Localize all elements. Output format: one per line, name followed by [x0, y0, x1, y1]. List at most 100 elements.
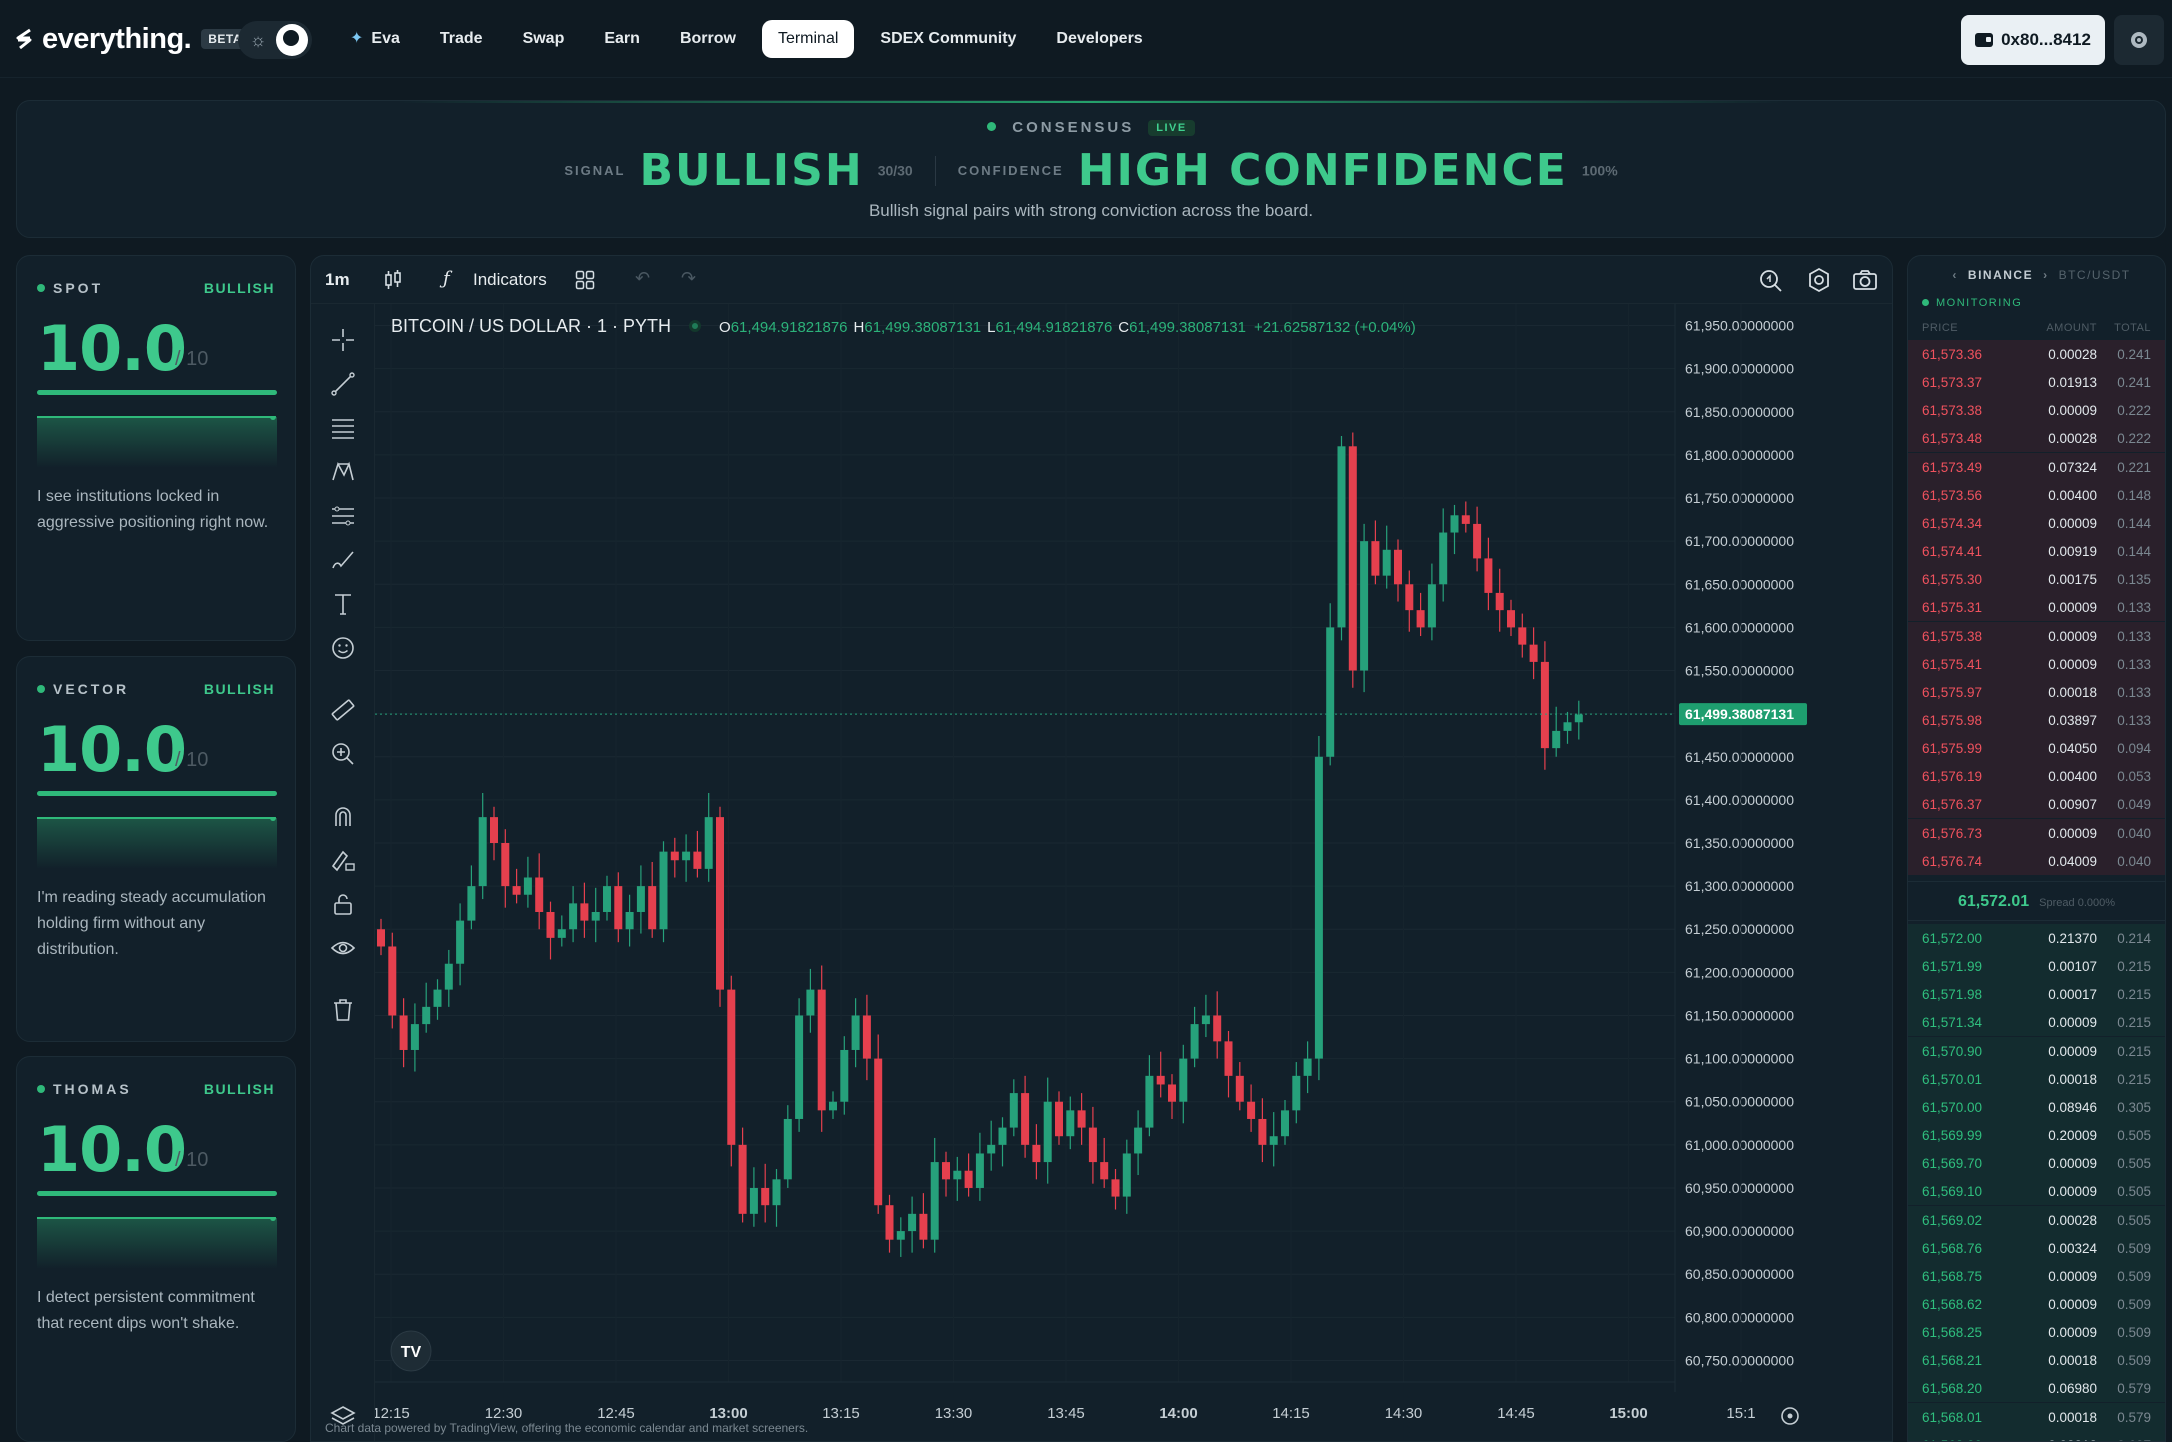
ask-amount: 0.00907 [2048, 797, 2097, 813]
nav-item-terminal[interactable]: Terminal [761, 20, 855, 58]
nav-item-earn[interactable]: Earn [584, 20, 660, 58]
auto-scale-icon [1781, 1407, 1799, 1425]
crosshair-icon[interactable] [329, 326, 357, 354]
magnet-icon[interactable] [329, 802, 357, 830]
ask-row[interactable]: 61,576.37 0.00907 0.049 [1908, 790, 2165, 819]
ask-row[interactable]: 61,576.74 0.04009 0.040 [1908, 846, 2165, 875]
undo-icon[interactable]: ↶ [635, 268, 651, 288]
projection-icon[interactable] [329, 502, 357, 530]
layers-icon[interactable] [329, 1402, 357, 1430]
ask-row[interactable]: 61,573.37 0.01913 0.241 [1908, 368, 2165, 397]
bid-row[interactable]: 61,568.76 0.00324 0.509 [1908, 1233, 2165, 1262]
signal-value: BULLISH [639, 145, 864, 196]
candle-type-icon[interactable] [381, 268, 405, 292]
interval-selector[interactable]: 1m [325, 270, 350, 289]
bid-price: 61,572.00 [1922, 931, 1983, 946]
ask-amount: 0.00009 [2048, 403, 2097, 419]
bid-row[interactable]: 61,572.00 0.21370 0.214 [1908, 924, 2165, 952]
ask-row[interactable]: 61,574.34 0.00009 0.144 [1908, 508, 2165, 537]
bid-row[interactable]: 61,570.90 0.00009 0.215 [1908, 1036, 2165, 1065]
candle-body [1416, 610, 1425, 628]
bid-row[interactable]: 61,571.98 0.00017 0.215 [1908, 980, 2165, 1009]
ask-row[interactable]: 61,575.41 0.00009 0.133 [1908, 649, 2165, 678]
ask-amount: 0.00018 [2048, 684, 2097, 700]
unlock-icon[interactable] [329, 890, 357, 918]
candle-body [670, 851, 679, 861]
ask-row[interactable]: 61,576.73 0.00009 0.040 [1908, 818, 2165, 847]
nav-item-borrow[interactable]: Borrow [660, 20, 756, 58]
agent-card-thomas[interactable]: THOMAS BULLISH 10.0/ 10 I detect persistent… [16, 1056, 296, 1442]
ask-row[interactable]: 61,576.19 0.00400 0.053 [1908, 762, 2165, 791]
candle-body [783, 1118, 792, 1180]
ask-row[interactable]: 61,573.56 0.00400 0.148 [1908, 480, 2165, 509]
ask-row[interactable]: 61,573.48 0.00028 0.222 [1908, 424, 2165, 453]
ask-row[interactable]: 61,575.38 0.00009 0.133 [1908, 621, 2165, 650]
bid-row[interactable]: 61,570.01 0.00018 0.215 [1908, 1064, 2165, 1093]
bid-price: 61,569.02 [1922, 1212, 1983, 1228]
bid-row[interactable]: 61,569.70 0.00009 0.505 [1908, 1149, 2165, 1178]
bid-row[interactable]: 61,569.99 0.20009 0.505 [1908, 1121, 2165, 1150]
bid-row[interactable]: 61,570.00 0.08946 0.305 [1908, 1092, 2165, 1121]
candle-body [1405, 584, 1414, 611]
trash-icon[interactable] [329, 996, 357, 1024]
pattern-icon[interactable] [329, 458, 357, 486]
nav-item-eva[interactable]: ✦ Eva [330, 20, 420, 58]
candlestick-chart[interactable]: 61,950.00000000 61,900.00000000 61,850.000… [375, 304, 1893, 1442]
candle-body [885, 1205, 894, 1240]
nav-item-trade[interactable]: Trade [420, 20, 503, 58]
emoji-icon[interactable] [329, 634, 357, 662]
bid-row[interactable]: 61,569.02 0.00028 0.505 [1908, 1205, 2165, 1234]
bid-row[interactable]: 61,568.00 0.02818 0.607 [1908, 1430, 2165, 1441]
ruler-icon[interactable] [329, 696, 357, 724]
bid-price: 61,568.62 [1922, 1296, 1983, 1312]
nav-item-developers[interactable]: Developers [1036, 20, 1162, 58]
chevron-left-icon[interactable]: ‹ [1952, 268, 1958, 282]
wallet-button[interactable]: 0x80...8412 [1961, 15, 2105, 65]
theme-toggle[interactable]: ☼ [238, 21, 312, 59]
quick-search-icon[interactable] [1757, 266, 1785, 294]
agent-card-vector[interactable]: VECTOR BULLISH 10.0/ 10 I'm reading steady … [16, 656, 296, 1042]
agent-card-spot[interactable]: SPOT BULLISH 10.0/ 10 I see institutions lo… [16, 255, 296, 641]
ask-row[interactable]: 61,575.31 0.00009 0.133 [1908, 593, 2165, 622]
ask-row[interactable]: 61,575.97 0.00018 0.133 [1908, 677, 2165, 706]
ask-row[interactable]: 61,575.98 0.03897 0.133 [1908, 705, 2165, 734]
zoom-in-icon[interactable] [329, 740, 357, 768]
function-icon[interactable]: ƒ [443, 268, 450, 289]
text-tool-icon[interactable] [329, 590, 357, 618]
nav-item-swap[interactable]: Swap [503, 20, 585, 58]
ask-row[interactable]: 61,575.99 0.04050 0.094 [1908, 734, 2165, 763]
bid-row[interactable]: 61,568.21 0.00018 0.509 [1908, 1346, 2165, 1375]
price-chart[interactable]: 61,950.00000000 61,900.00000000 61,850.000… [375, 304, 1893, 1442]
candle-body [1247, 1101, 1256, 1119]
settings-button[interactable] [2114, 15, 2164, 65]
indicators-button[interactable]: Indicators [473, 270, 547, 289]
bid-row[interactable]: 61,568.01 0.00018 0.579 [1908, 1402, 2165, 1431]
ask-row[interactable]: 61,573.49 0.07324 0.221 [1908, 452, 2165, 481]
ask-row[interactable]: 61,573.38 0.00009 0.222 [1908, 396, 2165, 425]
trend-line-icon[interactable] [329, 370, 357, 398]
candle-body [1224, 1041, 1233, 1076]
bid-row[interactable]: 61,571.99 0.00107 0.215 [1908, 952, 2165, 981]
brush-icon[interactable] [329, 546, 357, 574]
redo-icon[interactable]: ↷ [681, 268, 697, 288]
camera-icon[interactable] [1851, 266, 1879, 294]
layout-grid-icon[interactable] [575, 270, 595, 290]
bid-row[interactable]: 61,569.10 0.00009 0.505 [1908, 1177, 2165, 1206]
fib-retracement-icon[interactable] [329, 414, 357, 442]
chart-settings-icon[interactable] [1805, 266, 1833, 294]
ask-amount: 0.01913 [2048, 375, 2097, 391]
bid-row[interactable]: 61,571.34 0.00009 0.215 [1908, 1008, 2165, 1037]
bid-row[interactable]: 61,568.62 0.00009 0.509 [1908, 1289, 2165, 1318]
ask-row[interactable]: 61,574.41 0.00919 0.144 [1908, 537, 2165, 566]
lock-drawing-icon[interactable] [329, 846, 357, 874]
chevron-right-icon[interactable]: › [2043, 268, 2049, 282]
nav-item-sdex-community[interactable]: SDEX Community [860, 20, 1036, 58]
eye-icon[interactable] [329, 934, 357, 962]
ask-row[interactable]: 61,573.36 0.00028 0.241 [1908, 340, 2165, 368]
bid-row[interactable]: 61,568.75 0.00009 0.509 [1908, 1261, 2165, 1290]
bid-row[interactable]: 61,568.25 0.00009 0.509 [1908, 1318, 2165, 1347]
candle-body [1439, 532, 1448, 585]
brand-logo[interactable]: everything. BETA [14, 22, 249, 56]
bid-row[interactable]: 61,568.20 0.06980 0.579 [1908, 1374, 2165, 1403]
ask-row[interactable]: 61,575.30 0.00175 0.135 [1908, 565, 2165, 594]
